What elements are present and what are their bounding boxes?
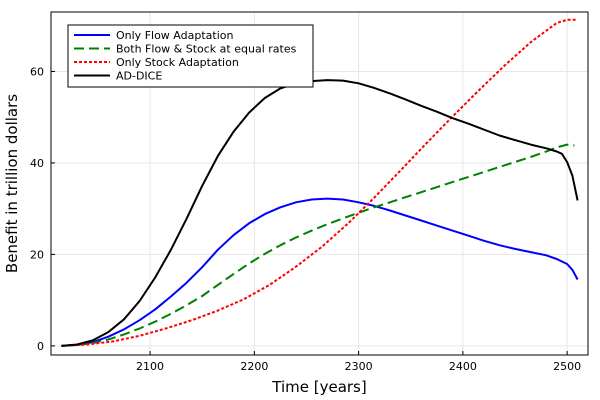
x-axis-title: Time [years] [271, 378, 366, 396]
x-tick-label: 2500 [553, 360, 581, 373]
x-tick-label: 2400 [449, 360, 477, 373]
y-axis-title: Benefit in trillion dollars [3, 94, 21, 273]
legend-label-1: Only Flow Adaptation [116, 29, 233, 42]
legend-label-4: AD-DICE [116, 70, 162, 83]
y-axis-ticks: 0 20 40 60 [30, 65, 55, 353]
series-line-4 [61, 79, 579, 347]
x-tick-label: 2100 [136, 360, 164, 373]
series-lines [61, 18, 579, 347]
series-line-1 [61, 197, 579, 347]
x-tick-label: 2200 [240, 360, 268, 373]
series-line-2 [61, 143, 575, 347]
x-axis-ticks: 2100 2200 2300 2400 2500 [136, 351, 581, 373]
legend-label-3: Only Stock Adaptation [116, 56, 239, 69]
y-tick-label: 20 [30, 248, 44, 261]
y-tick-label: 40 [30, 157, 44, 170]
legend-label-2: Both Flow & Stock at equal rates [116, 43, 297, 56]
plot-frame [50, 11, 589, 356]
y-tick-label: 60 [30, 65, 44, 78]
y-tick-label: 0 [37, 340, 44, 353]
series-line-3 [61, 18, 578, 347]
x-tick-label: 2300 [345, 360, 373, 373]
